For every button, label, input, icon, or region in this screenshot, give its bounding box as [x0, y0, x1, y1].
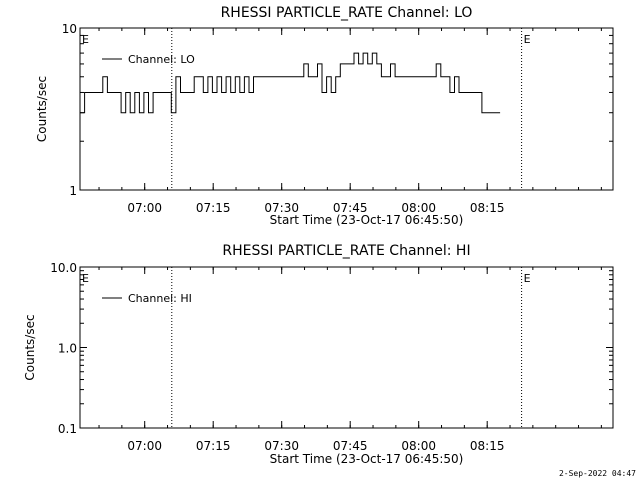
x-tick-label: 07:15: [196, 201, 231, 215]
chart-panel-1: RHESSI PARTICLE_RATE Channel: LO 07:00 07:…: [35, 5, 614, 227]
event-marker-label: E: [82, 272, 89, 285]
event-marker-label: E: [82, 33, 89, 46]
event-marker-label: E: [524, 272, 531, 285]
x-tick-label: 07:30: [264, 439, 299, 453]
x-tick-label: 07:00: [127, 201, 162, 215]
x-tick-label: 07:45: [333, 439, 368, 453]
chart-title: RHESSI PARTICLE_RATE Channel: LO: [221, 5, 473, 21]
x-axis-label: Start Time (23-Oct-17 06:45:50): [270, 452, 464, 466]
y-tick-label: 1: [69, 184, 77, 198]
x-tick-label: 08:00: [401, 439, 436, 453]
y-tick-label: 10.0: [50, 261, 77, 275]
y-tick-label: 1.0: [58, 342, 77, 356]
x-axis-label: Start Time (23-Oct-17 06:45:50): [270, 213, 464, 227]
chart-panel-2: RHESSI PARTICLE_RATE Channel: HI 07:00 07:…: [23, 243, 614, 466]
plot-timestamp: 2-Sep-2022 04:47: [558, 469, 636, 478]
x-tick-label: 08:15: [470, 201, 505, 215]
series-line-channel-lo: [80, 52, 501, 114]
plot-frame: [79, 27, 614, 191]
y-tick-label: 10: [62, 22, 77, 36]
x-tick-label: 07:30: [264, 201, 299, 215]
x-tick-label: 07:45: [333, 201, 368, 215]
x-tick-label: 08:00: [401, 201, 436, 215]
x-tick-label: 08:15: [470, 439, 505, 453]
event-marker-label: E: [524, 33, 531, 46]
x-tick-label: 07:00: [127, 439, 162, 453]
y-axis-label: Counts/sec: [23, 314, 37, 380]
y-axis-label: Counts/sec: [35, 76, 49, 142]
x-tick-label: 07:15: [196, 439, 231, 453]
y-tick-label: 0.1: [58, 422, 77, 436]
legend-entry: Channel: LO: [128, 53, 195, 66]
legend-entry: Channel: HI: [128, 292, 192, 305]
chart-title: RHESSI PARTICLE_RATE Channel: HI: [222, 243, 470, 259]
